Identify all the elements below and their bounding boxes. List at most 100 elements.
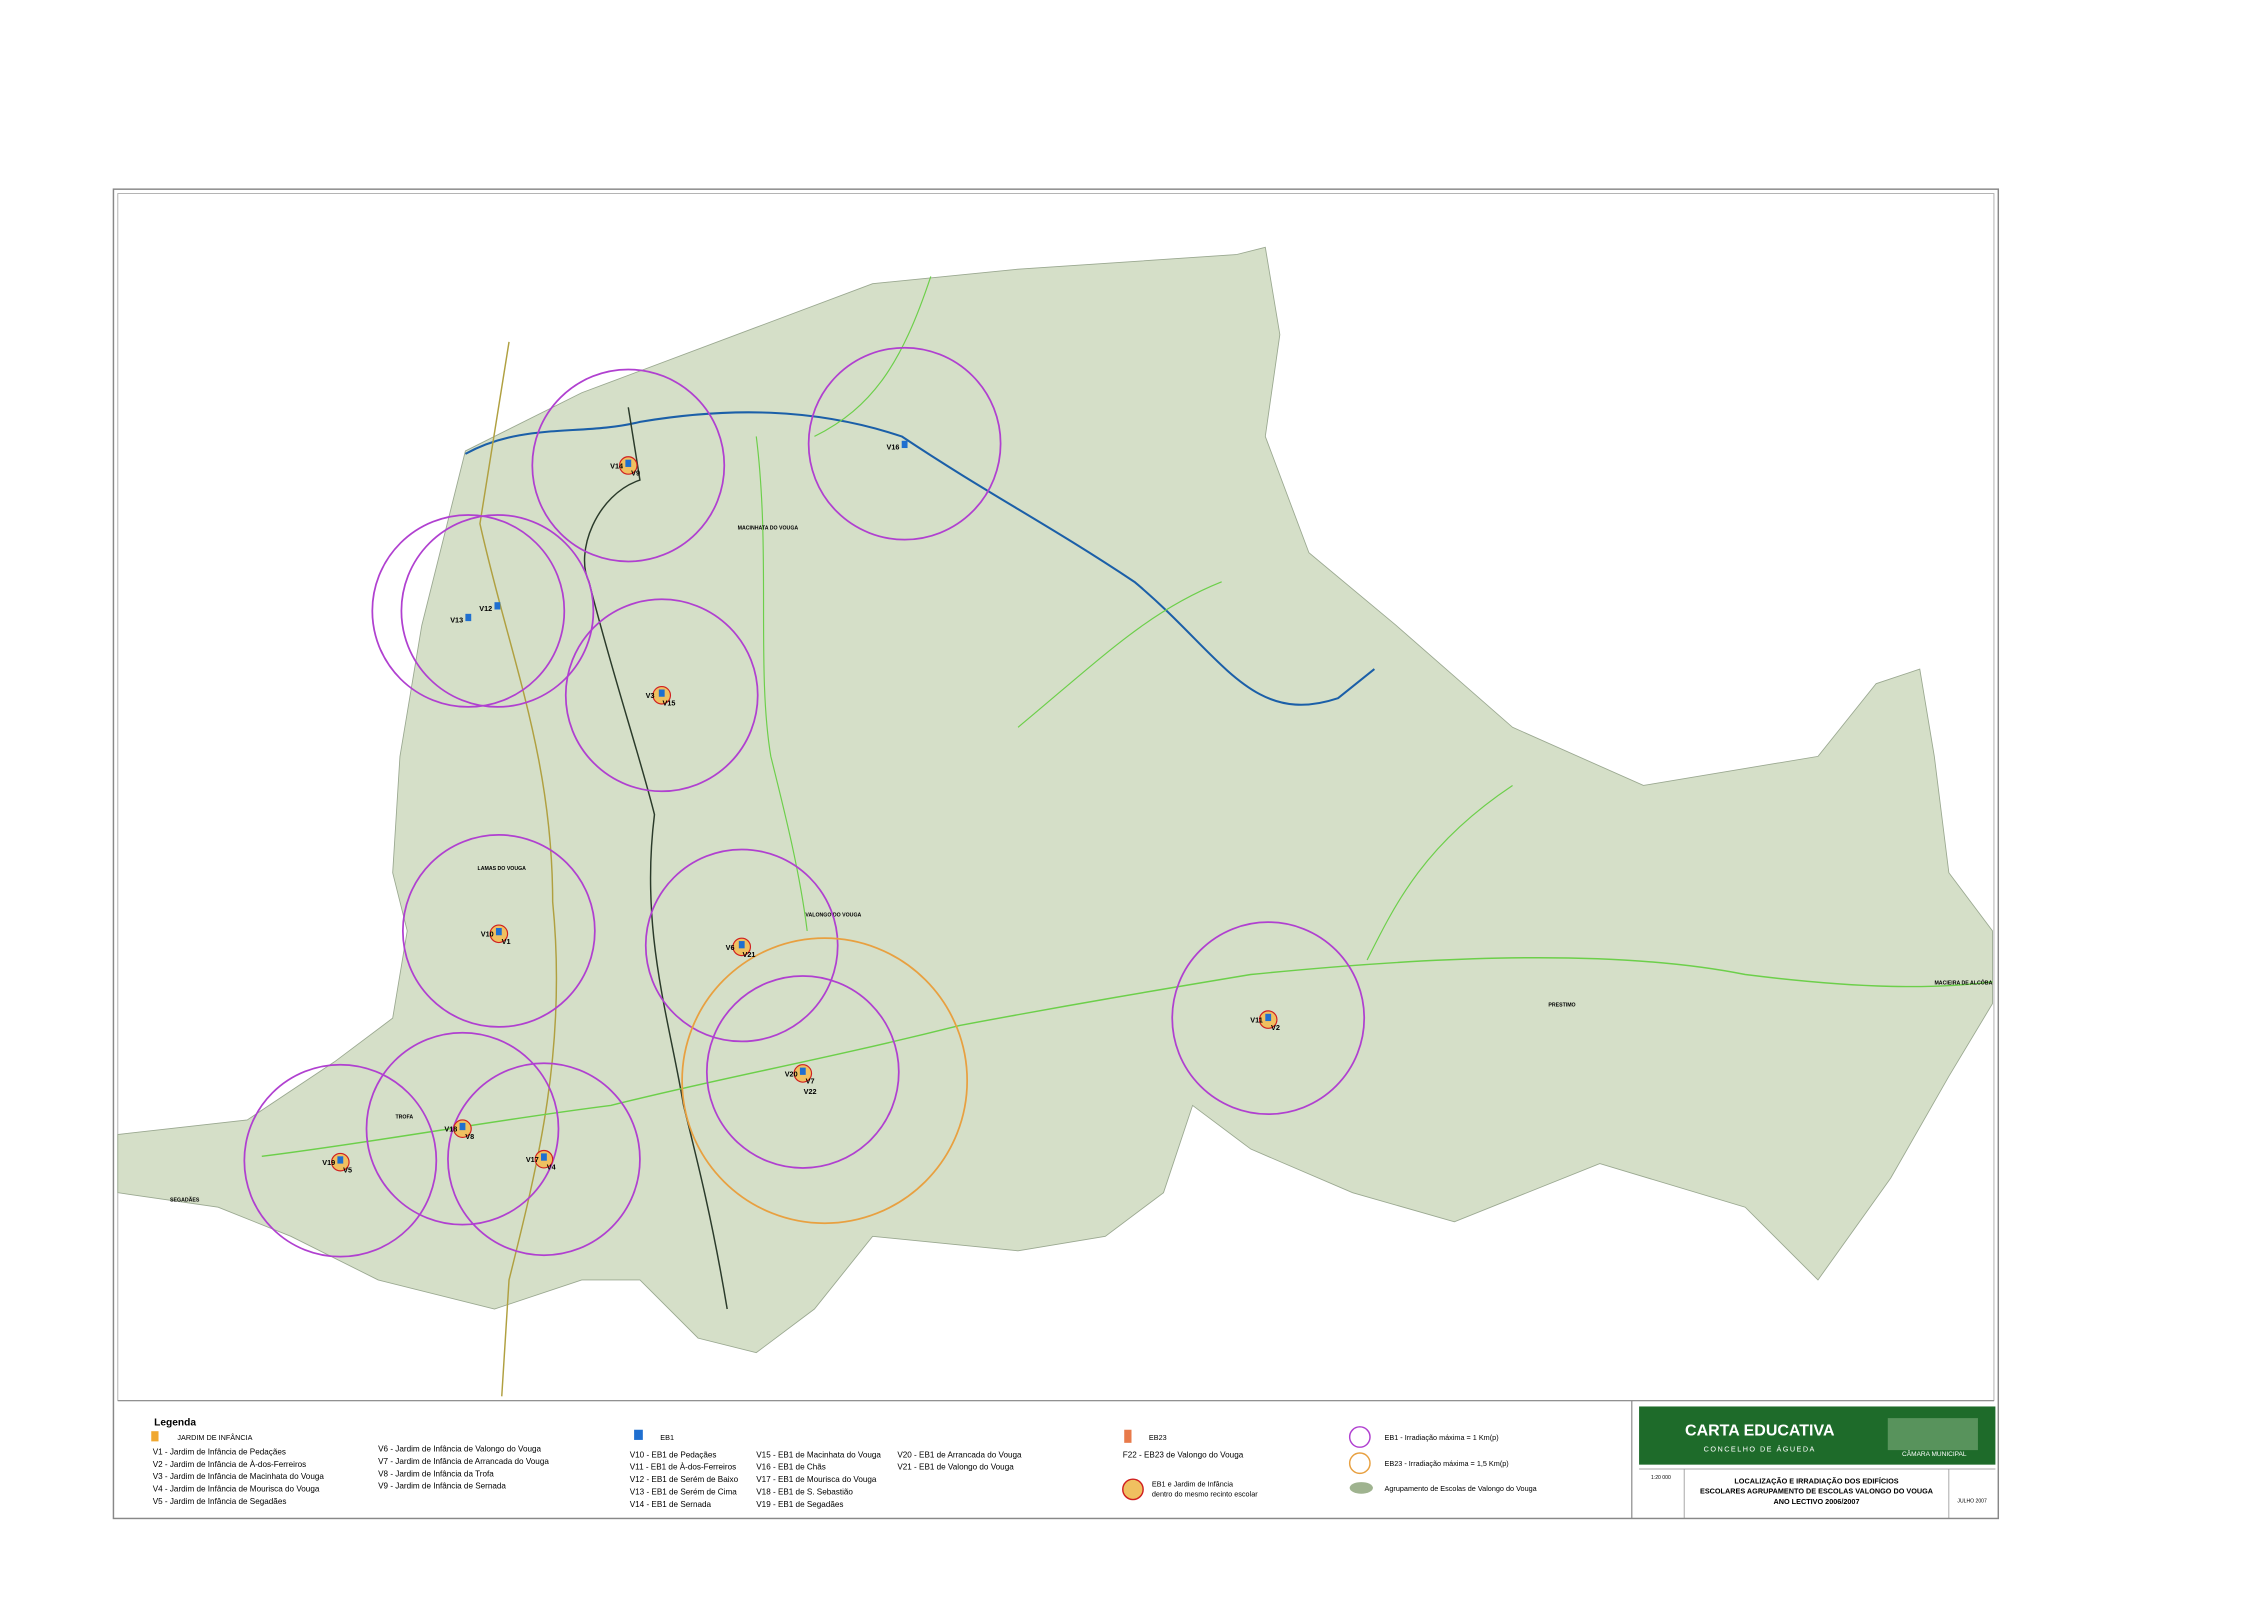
railway — [479, 341, 558, 1397]
legend-item: V9 - Jardim de Infância de Sernada — [378, 1482, 506, 1491]
legend-heading: EB23 — [1149, 1433, 1167, 1442]
site-label: V6 — [726, 943, 735, 952]
site-label: V22 — [804, 1087, 817, 1096]
place-label: MACIEIRA DE ALCÔBA — [1934, 979, 1992, 987]
legend-radius: EB1 - Irradiação máxima = 1 Km(p) — [1385, 1433, 1499, 1442]
eb1-radius — [807, 346, 1002, 541]
site-label: V13 — [450, 616, 463, 625]
legend-item: V17 - EB1 de Mourisca do Vouga — [756, 1475, 877, 1484]
site-icon — [494, 602, 501, 610]
road-green — [755, 276, 1513, 961]
legend-item: V21 - EB1 de Valongo do Vouga — [897, 1463, 1014, 1472]
eb1-radius — [243, 1063, 438, 1258]
description: LOCALIZAÇÃO E IRRADIAÇÃO DOS EDIFÍCIOS — [1734, 1477, 1898, 1486]
legend-combined: dentro do mesmo recinto escolar — [1152, 1490, 1258, 1499]
site-label: V21 — [743, 950, 756, 959]
legend-item: V14 - EB1 de Sernada — [630, 1500, 712, 1509]
site-label: V14 — [610, 461, 623, 470]
eb1-radius — [365, 1031, 560, 1226]
legend-title: Legenda — [154, 1417, 196, 1428]
eb1-radius — [447, 1062, 641, 1257]
site-label: V10 — [481, 930, 494, 939]
eb23-radius — [681, 937, 969, 1225]
legend-item: V20 - EB1 de Arrancada do Vouga — [897, 1450, 1022, 1459]
eb1-radius — [564, 598, 759, 793]
legend-item: V6 - Jardim de Infância de Valongo do Vo… — [378, 1445, 541, 1454]
legend-item: V18 - EB1 de S. Sebastião — [756, 1487, 853, 1496]
description: ANO LECTIVO 2006/2007 — [1774, 1497, 1860, 1506]
eb1-radius — [644, 848, 839, 1043]
legend-item: V11 - EB1 de À-dos-Ferreiros — [630, 1462, 736, 1472]
region — [117, 246, 1993, 1354]
legend-item: V16 - EB1 de Chãs — [756, 1463, 826, 1472]
jardim-icon — [151, 1431, 159, 1442]
group-icon — [1349, 1482, 1373, 1494]
legend-item: V7 - Jardim de Infância de Arrancada do … — [378, 1457, 549, 1466]
org: CÂMARA MUNICIPAL — [1902, 1449, 1967, 1458]
river — [464, 411, 1376, 706]
site-icon — [1265, 1013, 1272, 1022]
site-label: V4 — [547, 1162, 556, 1171]
site-label: V7 — [806, 1077, 815, 1086]
legend-item: V2 - Jardim de Infância de À-dos-Ferreir… — [153, 1459, 307, 1469]
legend-item: V13 - EB1 de Serém de Cima — [630, 1487, 738, 1496]
site-icon — [901, 440, 908, 449]
site-label: V20 — [785, 1069, 798, 1078]
legend-item: V15 - EB1 de Macinhata do Vouga — [756, 1450, 881, 1459]
site-label: V19 — [322, 1158, 335, 1167]
site-icon — [658, 689, 665, 697]
place-label: LAMAS DO VOUGA — [478, 866, 527, 872]
eb1-radius — [531, 368, 726, 563]
combined-icon — [1122, 1478, 1144, 1501]
eb1-radius — [705, 975, 900, 1169]
site-label: V2 — [1271, 1023, 1280, 1032]
legend-item: V5 - Jardim de Infância de Segadães — [153, 1497, 287, 1506]
building-icon — [1887, 1418, 1978, 1451]
eb1-radius — [401, 834, 596, 1028]
legend-item: F22 - EB23 de Valongo do Vouga — [1123, 1450, 1244, 1459]
eb1-radius-icon — [1348, 1426, 1371, 1448]
eb1-radius — [1171, 921, 1366, 1116]
site-label: V8 — [465, 1132, 474, 1141]
site-icon — [625, 459, 632, 467]
subtitle: CONCELHO DE ÁGUEDA — [1704, 1445, 1816, 1454]
legend-heading: JARDIM DE INFÂNCIA — [177, 1433, 252, 1442]
site-icon — [738, 941, 745, 949]
site-label: V17 — [526, 1155, 539, 1164]
site-label: V16 — [887, 442, 900, 451]
legend-item: V1 - Jardim de Infância de Pedaçães — [153, 1447, 286, 1456]
eb23-icon — [1124, 1429, 1132, 1443]
place-label: PRESTIMO — [1548, 1003, 1575, 1009]
legend-item: V8 - Jardim de Infância da Trofa — [378, 1469, 494, 1478]
site-icon — [541, 1153, 547, 1161]
legend-heading: EB1 — [660, 1433, 674, 1442]
legend-group: Agrupamento de Escolas de Valongo do Vou… — [1385, 1484, 1538, 1493]
eb23-radius-icon — [1348, 1452, 1371, 1475]
legend-item: V4 - Jardim de Infância de Mourisca do V… — [153, 1485, 320, 1494]
legend-item: V19 - EB1 de Segadães — [756, 1500, 843, 1509]
eb1-icon — [634, 1429, 643, 1440]
site-icon — [465, 613, 472, 622]
site-label: V3 — [646, 691, 655, 700]
site-icon — [337, 1156, 344, 1164]
place-label: MACINHATA DO VOUGA — [738, 525, 799, 531]
site-icon — [495, 927, 502, 936]
scale: 1:20 000 — [1651, 1475, 1671, 1481]
place-label: TROFA — [395, 1115, 413, 1121]
legend-combined: EB1 e Jardim de Infância — [1152, 1479, 1234, 1488]
road — [583, 407, 728, 1310]
date: JULHO 2007 — [1957, 1498, 1987, 1504]
legend-item: V12 - EB1 de Serém de Baixo — [630, 1475, 739, 1484]
site-label: V18 — [444, 1125, 457, 1134]
site-label: V11 — [1250, 1016, 1263, 1025]
description: ESCOLARES AGRUPAMENTO DE ESCOLAS VALONGO… — [1700, 1487, 1934, 1496]
site-label: V9 — [631, 469, 640, 478]
site-label: V15 — [663, 698, 676, 707]
site-icon — [799, 1067, 806, 1075]
eb1-radius — [400, 514, 595, 708]
place-label: SEGADÃES — [170, 1196, 200, 1203]
legend-radius: EB23 - Irradiação máxima = 1,5 Km(p) — [1385, 1459, 1509, 1468]
eb1-radius — [371, 514, 566, 708]
site-label: V12 — [479, 604, 492, 613]
